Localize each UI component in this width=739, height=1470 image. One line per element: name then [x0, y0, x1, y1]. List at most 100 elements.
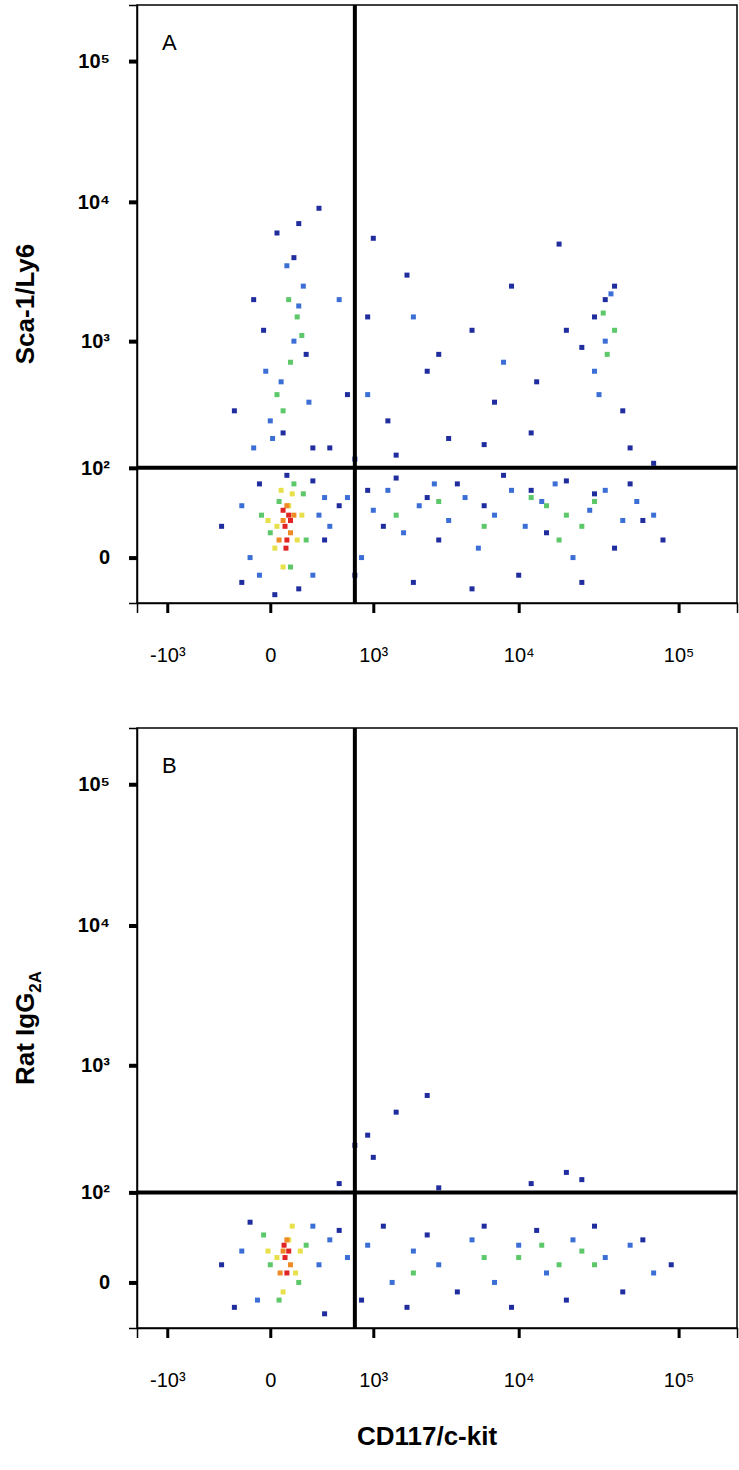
quadrant-line: [353, 5, 357, 603]
density-level: [259, 297, 617, 569]
event-point: [337, 503, 342, 508]
tick: 0: [265, 1328, 276, 1391]
event-point: [284, 537, 289, 542]
tick: 10⁴: [504, 1328, 535, 1391]
event-point: [620, 518, 625, 523]
event-point: [455, 481, 460, 486]
plot-frame: [137, 728, 737, 1328]
y-axis: 010²10³10⁴10⁵: [78, 729, 138, 1329]
density-level: [239, 1224, 656, 1303]
event-point: [327, 1237, 332, 1242]
event-point: [651, 461, 656, 466]
tick-mark: [129, 1064, 137, 1068]
event-point: [219, 1262, 224, 1267]
event-point: [628, 445, 633, 450]
event-point: [251, 297, 256, 302]
event-point: [291, 339, 296, 344]
event-point: [281, 1249, 286, 1254]
event-point: [529, 1181, 534, 1186]
event-point: [425, 369, 430, 374]
event-point: [470, 328, 475, 333]
quadrant-line: [137, 1190, 737, 1194]
tick-mark: [678, 1328, 681, 1338]
tick-label: 0: [265, 1369, 276, 1391]
tick-label: 10⁴: [78, 914, 110, 936]
event-point: [557, 242, 562, 247]
event-point: [251, 445, 256, 450]
event-point: [523, 524, 528, 529]
event-point: [283, 546, 288, 551]
event-point: [492, 1280, 497, 1285]
y-axis: 010²10³10⁴10⁵: [78, 6, 138, 604]
figure: -10³010³10⁴10⁵010²10³10⁴10⁵ASca-1/Ly6-10…: [0, 0, 739, 1470]
tick: 10⁵: [664, 603, 695, 666]
event-point: [298, 1249, 303, 1254]
event-point: [337, 297, 342, 302]
event-point: [529, 495, 534, 500]
tick-mark: [129, 556, 137, 560]
event-point: [365, 488, 370, 493]
tick: 10²: [81, 1181, 137, 1203]
event-point: [371, 508, 376, 513]
event-point: [482, 1255, 487, 1260]
event-point: [570, 555, 575, 560]
event-point: [288, 530, 293, 535]
event-point: [564, 328, 569, 333]
event-point: [284, 1270, 289, 1275]
event-point: [603, 339, 608, 344]
event-point: [268, 418, 273, 423]
event-point: [385, 418, 390, 423]
event-point: [592, 369, 597, 374]
event-point: [286, 513, 291, 518]
tick-label: 0: [99, 546, 110, 568]
tick-mark: [129, 340, 137, 344]
event-point: [259, 513, 264, 518]
event-point: [284, 503, 289, 508]
event-point: [345, 495, 350, 500]
event-point: [282, 1243, 287, 1248]
event-point: [304, 1243, 309, 1248]
tick-label: 10⁵: [664, 644, 695, 666]
plot-frame: [137, 5, 737, 603]
density-level: [281, 508, 293, 551]
event-point: [482, 503, 487, 508]
event-point: [255, 1298, 260, 1303]
event-point: [248, 555, 253, 560]
x-axis: -10³010³10⁴10⁵: [138, 1328, 738, 1391]
event-point: [381, 1224, 386, 1229]
event-point: [492, 400, 497, 405]
event-point: [278, 1270, 283, 1275]
event-point: [322, 537, 327, 542]
event-point: [608, 291, 613, 296]
event-point: [476, 546, 481, 551]
panel: -10³010³10⁴10⁵010²10³10⁴10⁵BRat IgG2ACD1…: [10, 728, 738, 1451]
tick-label: -10³: [150, 644, 186, 666]
event-point: [544, 1270, 549, 1275]
event-point: [529, 430, 534, 435]
event-point: [529, 488, 534, 493]
tick-mark: [129, 466, 137, 470]
event-point: [232, 1305, 237, 1310]
event-point: [281, 408, 286, 413]
event-point: [557, 1262, 562, 1267]
event-point: [345, 392, 350, 397]
event-point: [544, 530, 549, 535]
event-point: [232, 408, 237, 413]
event-point: [539, 1243, 544, 1248]
event-point: [268, 1262, 273, 1267]
event-point: [534, 1228, 539, 1233]
event-point: [288, 565, 293, 570]
event-point: [651, 513, 656, 518]
event-point: [365, 1243, 370, 1248]
event-point: [592, 1262, 597, 1267]
event-point: [482, 442, 487, 447]
tick: -10³: [150, 1328, 186, 1391]
tick-label: 10⁴: [504, 1369, 535, 1391]
event-point: [436, 1262, 441, 1267]
event-point: [219, 524, 224, 529]
event-point: [281, 430, 286, 435]
event-point: [261, 328, 266, 333]
event-point: [257, 573, 262, 578]
event-point: [301, 284, 306, 289]
event-point: [640, 518, 645, 523]
